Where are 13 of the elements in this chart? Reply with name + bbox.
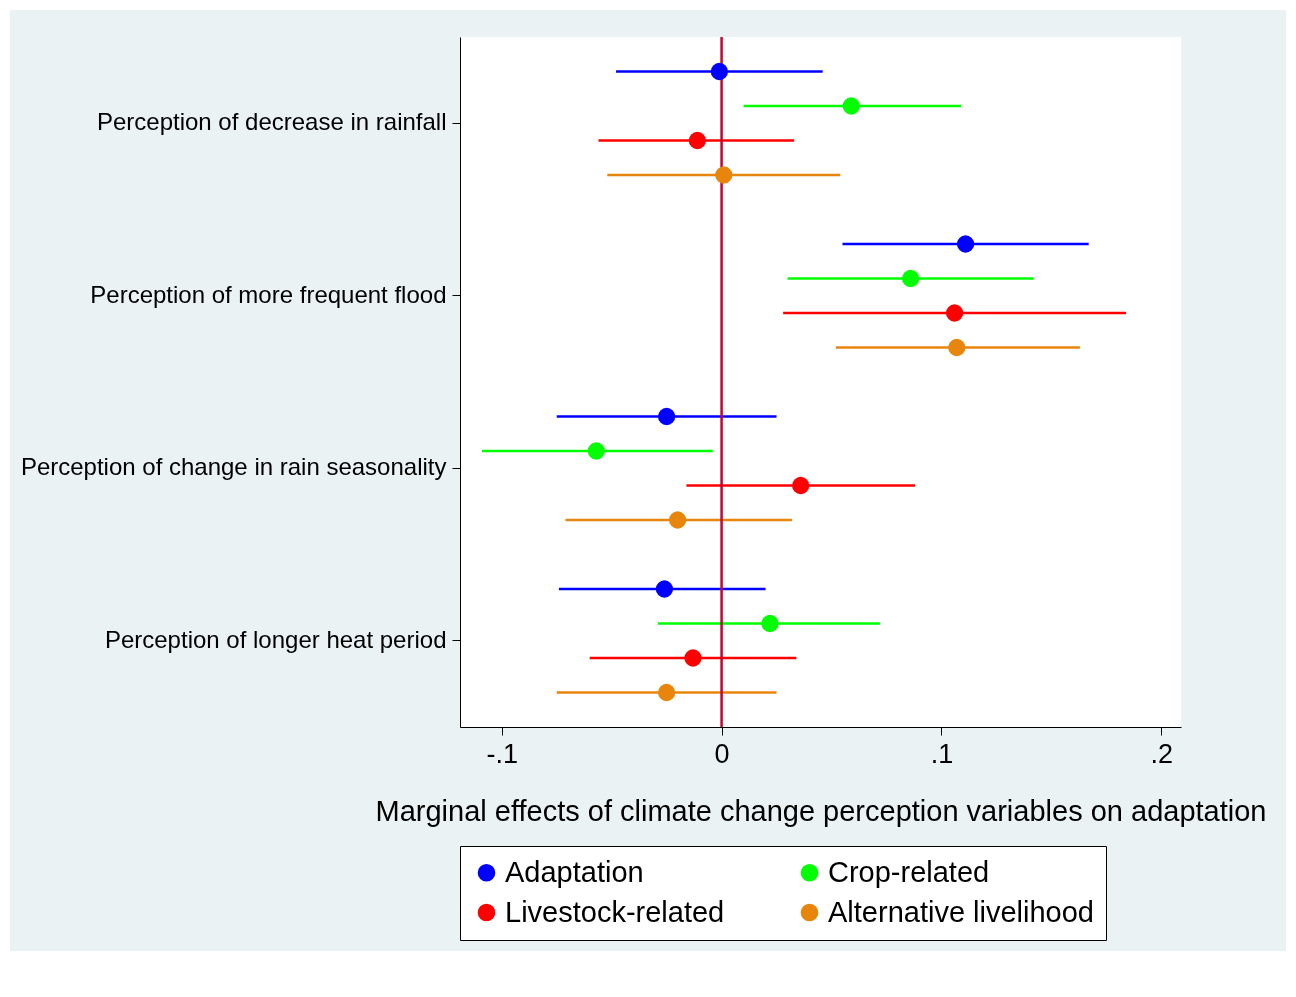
legend-label: Livestock-related — [505, 895, 725, 928]
y-tick-label: Perception of more frequent flood — [90, 280, 447, 308]
x-tick-label: 0 — [714, 738, 730, 769]
y-tick-label: Perception of change in rain seasonality — [20, 453, 447, 481]
legend-label: Alternative livelihood — [828, 895, 1094, 928]
y-tick-label: Perception of decrease in rainfall — [96, 108, 447, 136]
x-tick-label: .1 — [930, 738, 954, 769]
legend-label: Adaptation — [505, 855, 644, 888]
x-tick-label: -.1 — [486, 738, 519, 769]
x-axis-title: Marginal effects of climate change perception variables on adaptation — [375, 794, 1267, 827]
legend-label: Crop-related — [828, 855, 990, 888]
y-tick-label: Perception of longer heat period — [104, 625, 447, 653]
x-tick-label: .2 — [1150, 738, 1173, 769]
